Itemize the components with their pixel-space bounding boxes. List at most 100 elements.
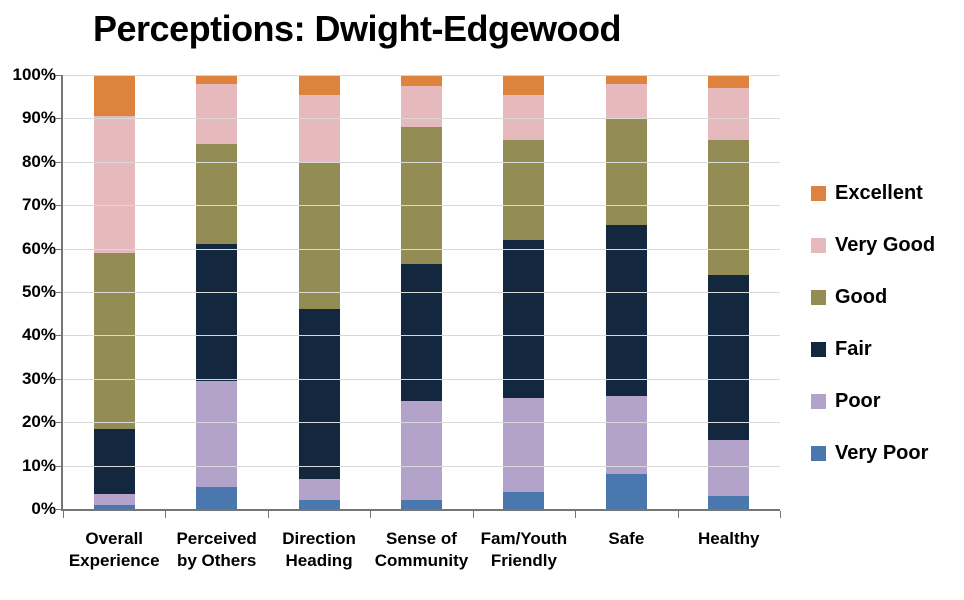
y-axis-tick [55, 205, 61, 206]
legend-label: Very Good [835, 233, 936, 256]
bar-segment [708, 140, 750, 275]
bar-segment [196, 144, 238, 245]
y-axis-tick [55, 466, 61, 467]
y-axis-tick-label: 20% [21, 412, 56, 431]
legend-item: Very Good [811, 219, 935, 271]
y-axis-tick-label: 70% [21, 195, 56, 214]
x-axis-category-label: Safe [608, 529, 645, 548]
bar-segment [196, 487, 238, 509]
x-axis-category-label: Fam/Youth Friendly [480, 529, 568, 570]
x-axis-category-label: Perceived by Others [176, 529, 257, 570]
x-axis-tick [472, 511, 474, 518]
legend-label: Good [835, 285, 888, 308]
legend-swatch [811, 393, 826, 409]
bar-segment [400, 85, 442, 128]
chart-title: Perceptions: Dwight-Edgewood [93, 8, 622, 49]
gridline [63, 292, 780, 293]
legend-swatch [811, 185, 826, 201]
bar-segment [605, 396, 647, 475]
bar-segment [196, 75, 238, 84]
y-axis-tick-label: 40% [21, 325, 56, 344]
gridline [63, 422, 780, 423]
x-axis-labels: Overall Experience Perceived by Others Dir… [63, 528, 780, 572]
bar-segment [708, 88, 750, 141]
legend-label: Very Poor [835, 441, 929, 464]
gridline [63, 249, 780, 250]
x-axis-tick [677, 511, 679, 518]
bar-slot [575, 75, 677, 509]
bar-segment [400, 400, 442, 501]
bars-container [63, 75, 780, 509]
bar-segment [93, 252, 135, 429]
bar-segment [605, 75, 647, 84]
bar-segment [400, 127, 442, 264]
x-axis-tick [370, 511, 372, 518]
bar-segment [400, 500, 442, 509]
bar-slot [473, 75, 575, 509]
x-axis-line [61, 509, 780, 511]
legend-swatch [811, 445, 826, 461]
y-axis-tick [55, 292, 61, 293]
x-axis-category-label: Overall Experience [68, 529, 160, 570]
bar-column [93, 75, 135, 509]
legend-swatch [811, 237, 826, 253]
legend-label: Excellent [835, 181, 923, 204]
gridline [63, 335, 780, 336]
gridline [63, 162, 780, 163]
y-axis-tick-label: 100% [12, 65, 56, 84]
bar-segment [298, 161, 340, 310]
bar-segment [605, 83, 647, 119]
legend-swatch [811, 289, 826, 305]
y-axis-tick-label: 10% [21, 456, 56, 475]
bar-slot [370, 75, 472, 509]
y-axis-tick-label: 0% [31, 499, 56, 518]
plot-area [55, 75, 781, 518]
y-axis-tick [55, 422, 61, 423]
y-axis-tick [55, 162, 61, 163]
x-axis-category-label: Sense of Community [374, 529, 469, 570]
x-axis-tick [165, 511, 167, 518]
bar-column [605, 75, 647, 509]
bar-segment [503, 94, 545, 141]
bar-segment [93, 428, 135, 494]
bar-segment [196, 380, 238, 488]
bar-segment [298, 75, 340, 95]
gridline [63, 466, 780, 467]
bar-segment [503, 239, 545, 399]
bar-segment [196, 83, 238, 145]
bar-segment [298, 500, 340, 509]
x-axis-category-label: Healthy [698, 529, 760, 548]
y-axis-tick [55, 118, 61, 119]
bar-segment [503, 491, 545, 509]
bar-segment [605, 118, 647, 225]
bar-segment [196, 244, 238, 381]
y-axis-labels: 100% 90% 80% 70% 60% 50% 40% 30% 20% 10% 0% [0, 66, 56, 518]
x-axis-category-label: Direction Heading [282, 529, 356, 570]
legend-item: Fair [811, 323, 935, 375]
bar-column [503, 75, 545, 509]
legend-label: Poor [835, 389, 881, 412]
y-axis-tick [55, 509, 61, 510]
x-axis-tick [267, 511, 269, 518]
bar-segment [298, 478, 340, 501]
bar-segment [503, 398, 545, 492]
legend-label: Fair [835, 337, 872, 360]
legend-swatch [811, 341, 826, 357]
bar-segment [503, 75, 545, 95]
y-axis-tick [55, 249, 61, 250]
x-axis-tick [780, 511, 781, 518]
y-axis-tick-label: 80% [21, 152, 56, 171]
bar-column [196, 75, 238, 509]
bar-segment [400, 75, 442, 86]
legend: Excellent Very Good Good Fair Poor Very Poor [811, 167, 935, 479]
bar-segment [503, 140, 545, 240]
bar-segment [298, 94, 340, 162]
legend-item: Good [811, 271, 935, 323]
bar-slot [63, 75, 165, 509]
bar-segment [708, 75, 750, 89]
bar-segment [708, 495, 750, 509]
legend-item: Excellent [811, 167, 935, 219]
gridline [63, 379, 780, 380]
legend-item: Poor [811, 375, 935, 427]
y-axis-tick-label: 50% [21, 282, 56, 301]
